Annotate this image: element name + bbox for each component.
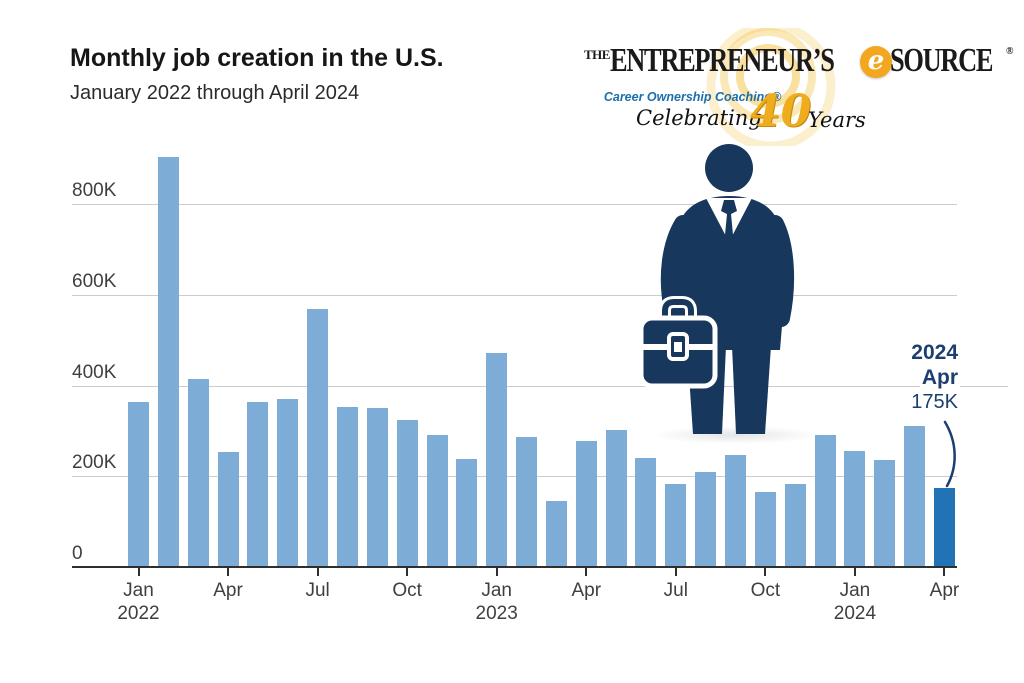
bar xyxy=(665,483,687,567)
chart-title: Monthly job creation in the U.S. xyxy=(70,44,444,72)
x-tick-label: Apr xyxy=(929,580,960,601)
x-tick-label: Jan 2022 xyxy=(94,579,184,625)
bar xyxy=(336,407,358,567)
x-tick-label: Jan 2024 xyxy=(810,579,900,625)
highlight-annotation: 2024 Apr 175K xyxy=(856,340,960,415)
x-tick-mark xyxy=(137,568,140,576)
x-tick-label: Jul xyxy=(663,580,688,601)
logo-years: Years xyxy=(808,108,866,132)
bar xyxy=(426,435,448,567)
bar xyxy=(456,458,478,567)
briefcase-icon xyxy=(638,296,718,389)
gridline xyxy=(72,204,957,205)
x-tick-year: 2023 xyxy=(475,603,518,624)
bar xyxy=(814,435,836,567)
x-tick-mark xyxy=(764,568,767,576)
y-tick-label: 600K xyxy=(72,270,117,292)
bar xyxy=(784,484,806,567)
gridline xyxy=(72,294,957,296)
bar xyxy=(187,379,209,567)
businessman-icon xyxy=(638,144,795,434)
y-tick-label: 0 xyxy=(72,543,83,564)
chart-subtitle: January 2022 through April 2024 xyxy=(70,82,360,104)
bar xyxy=(754,492,776,567)
logo-registered-mark: ® xyxy=(1006,46,1014,57)
x-tick-label: Jul xyxy=(305,580,330,601)
logo-swirl-icon xyxy=(706,28,836,146)
y-tick-label: 200K xyxy=(72,452,117,474)
annotation-year: 2024 xyxy=(909,341,960,364)
bar xyxy=(486,352,508,567)
bar xyxy=(844,450,866,567)
x-axis-line xyxy=(72,566,957,568)
y-tick-label: 400K xyxy=(72,361,117,383)
gridline xyxy=(72,385,1008,387)
annotation-connector-line xyxy=(943,420,956,488)
x-tick-mark xyxy=(853,568,856,576)
x-tick-mark xyxy=(943,568,946,576)
x-tick-mark xyxy=(495,568,498,576)
y-tick-label: 800K xyxy=(72,180,117,201)
bar xyxy=(933,487,955,567)
bar xyxy=(904,426,926,567)
logo-tagline: Career Ownership Coaching® xyxy=(603,90,782,104)
bar xyxy=(217,451,239,567)
bar xyxy=(307,309,329,567)
x-tick-label: Apr xyxy=(213,580,243,601)
bar xyxy=(575,440,597,567)
bar xyxy=(157,156,179,567)
gridline xyxy=(72,476,957,478)
entrepreneurs-source-logo: THE ENTREPRENEUR’S e SOURCE ® Career Ownersh… xyxy=(578,28,1014,146)
bar xyxy=(128,401,149,567)
bar xyxy=(635,458,657,567)
bar xyxy=(396,419,418,567)
bar xyxy=(366,408,388,567)
logo-source: SOURCE xyxy=(890,41,993,79)
x-tick-year: 2024 xyxy=(833,603,877,624)
x-tick-label: Jan 2023 xyxy=(452,579,542,625)
bar xyxy=(695,471,717,567)
x-tick-mark xyxy=(316,568,319,576)
logo-celebrating: Celebrating xyxy=(636,106,762,130)
x-tick-mark xyxy=(406,568,409,576)
bar xyxy=(874,459,896,567)
x-tick-label: Apr xyxy=(571,580,602,601)
bar xyxy=(725,455,746,567)
x-tick-label: Oct xyxy=(392,580,422,601)
annotation-month: Apr xyxy=(919,366,960,389)
logo-e-icon: e xyxy=(860,46,893,78)
x-tick-year: 2022 xyxy=(117,603,160,624)
logo-entrepreneurs: ENTREPRENEUR’S xyxy=(609,41,835,79)
x-tick-mark xyxy=(585,568,588,576)
logo-forty: 40 xyxy=(750,86,812,137)
logo-the: THE xyxy=(584,47,610,62)
bar xyxy=(247,401,269,567)
bar xyxy=(605,429,627,567)
x-tick-mark xyxy=(674,568,677,576)
bar xyxy=(516,436,538,567)
annotation-value: 175K xyxy=(909,391,960,413)
bar xyxy=(545,500,567,567)
logo-wordmark: THE ENTREPRENEUR’S e SOURCE ® xyxy=(584,41,1014,79)
x-tick-mark xyxy=(227,568,230,576)
bar xyxy=(277,399,299,567)
x-tick-label: Oct xyxy=(750,580,781,601)
